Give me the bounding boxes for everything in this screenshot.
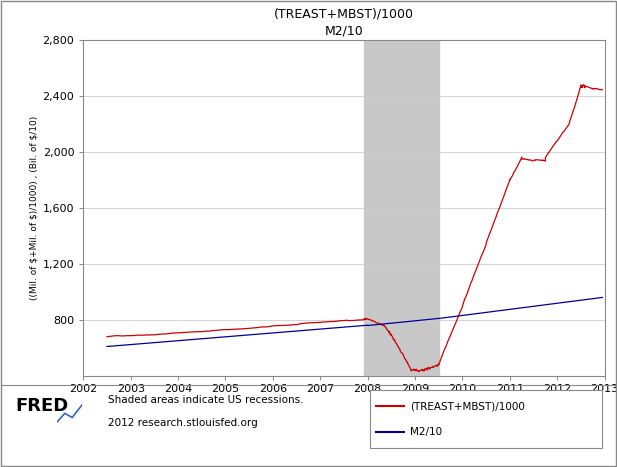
Text: M2/10: M2/10 <box>410 427 442 437</box>
Text: Shaded areas indicate US recessions.: Shaded areas indicate US recessions. <box>108 395 304 404</box>
Text: (TREAST+MBST)/1000: (TREAST+MBST)/1000 <box>410 401 525 411</box>
Title: (TREAST+MBST)/1000
M2/10: (TREAST+MBST)/1000 M2/10 <box>274 7 414 37</box>
Y-axis label: ((Mil. of $+Mil. of $)/1000) , (Bil. of $/10): ((Mil. of $+Mil. of $)/1000) , (Bil. of … <box>30 116 38 300</box>
Bar <box>364 40 439 376</box>
Text: FRED: FRED <box>15 397 68 415</box>
Text: 2012 research.stlouisfed.org: 2012 research.stlouisfed.org <box>108 418 258 428</box>
